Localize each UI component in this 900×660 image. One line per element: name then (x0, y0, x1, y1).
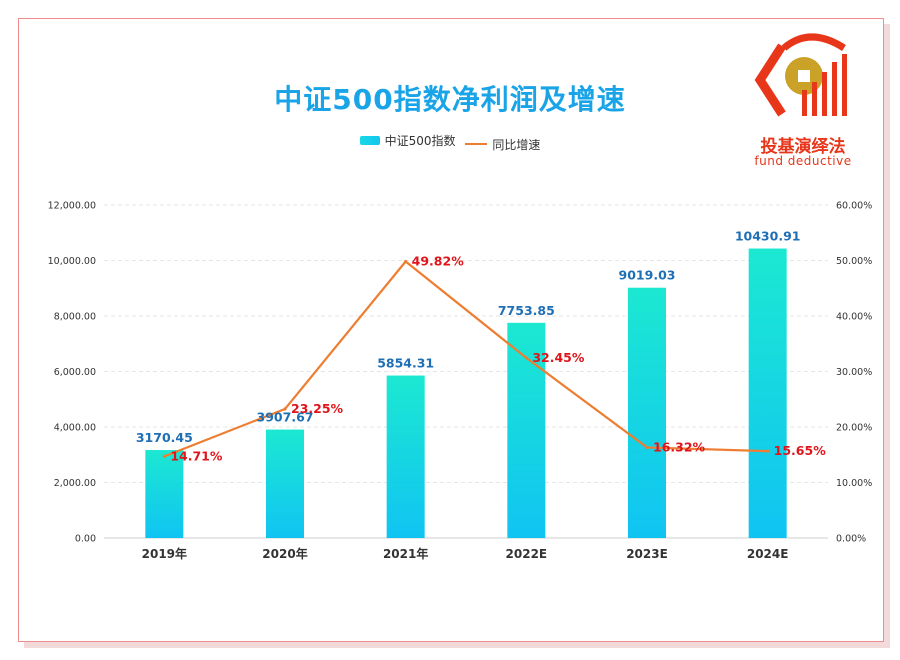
growth-data-label: 23.25% (291, 401, 344, 416)
y-left-tick-label: 6,000.00 (54, 367, 96, 378)
chart-title: 中证500指数净利润及增速 (274, 83, 626, 116)
bar-data-label: 3170.45 (136, 430, 193, 445)
legend-label-growth: 同比增速 (492, 137, 541, 152)
bar-data-label: 10430.91 (735, 229, 801, 244)
x-tick-label: 2024E (747, 547, 789, 561)
bar-data-label: 9019.03 (619, 268, 676, 283)
y-left-tick-label: 0.00 (75, 534, 96, 545)
legend-swatch-bar (359, 136, 380, 145)
chart-legend: 中证500指数 同比增速 (0, 132, 900, 153)
y-right-tick-label: 0.00% (836, 534, 866, 545)
brand-name-cn: 投基演绎法 (760, 137, 846, 157)
x-tick-label: 2023E (626, 547, 668, 561)
y-left-tick-label: 12,000.00 (48, 201, 96, 212)
y-right-tick-label: 60.00% (836, 201, 872, 212)
bar-data-label: 5854.31 (377, 356, 434, 371)
growth-point (524, 356, 528, 360)
x-tick-label: 2021年 (383, 546, 428, 561)
x-tick-label: 2022E (506, 547, 548, 561)
brand-name-en: fund deductive (754, 154, 852, 168)
growth-data-label: 32.45% (532, 350, 585, 365)
y-right-tick-label: 30.00% (836, 367, 872, 378)
growth-point (766, 449, 770, 453)
brand-eye-icon (754, 33, 847, 117)
y-right-tick-label: 40.00% (836, 312, 872, 323)
growth-data-label: 49.82% (412, 253, 465, 268)
bar-data-label: 3907.67 (257, 410, 314, 425)
y-left-tick-label: 4,000.00 (54, 423, 96, 434)
bar (386, 375, 425, 538)
y-right-tick-label: 20.00% (836, 423, 872, 434)
bar (628, 287, 666, 538)
growth-data-label: 16.32% (653, 439, 706, 454)
bar-data-label: 7753.85 (498, 303, 555, 318)
brand-logo: 投基演绎法 fund deductive (748, 28, 858, 178)
y-left-tick-label: 8,000.00 (54, 312, 96, 323)
legend-item-index[interactable]: 中证500指数 (359, 132, 456, 149)
y-left-tick-label: 2,000.00 (54, 478, 96, 489)
growth-line (163, 260, 768, 458)
growth-data-label: 15.65% (774, 443, 827, 458)
x-tick-label: 2020年 (262, 546, 307, 561)
legend-item-growth[interactable]: 同比增速 (465, 136, 540, 153)
y-right-tick-label: 50.00% (836, 256, 872, 267)
growth-point (404, 259, 408, 264)
growth-data-label: 14.71% (170, 448, 223, 463)
growth-point (162, 454, 166, 458)
y-left-tick-label: 10,000.00 (48, 256, 96, 267)
bar (145, 450, 184, 538)
bar (266, 429, 304, 538)
growth-point (645, 445, 649, 450)
x-tick-label: 2019年 (142, 546, 187, 561)
legend-swatch-line (465, 143, 488, 145)
y-right-tick-label: 10.00% (836, 478, 872, 489)
legend-label-index: 中证500指数 (384, 134, 456, 148)
bar (748, 248, 787, 539)
growth-point (283, 407, 287, 411)
